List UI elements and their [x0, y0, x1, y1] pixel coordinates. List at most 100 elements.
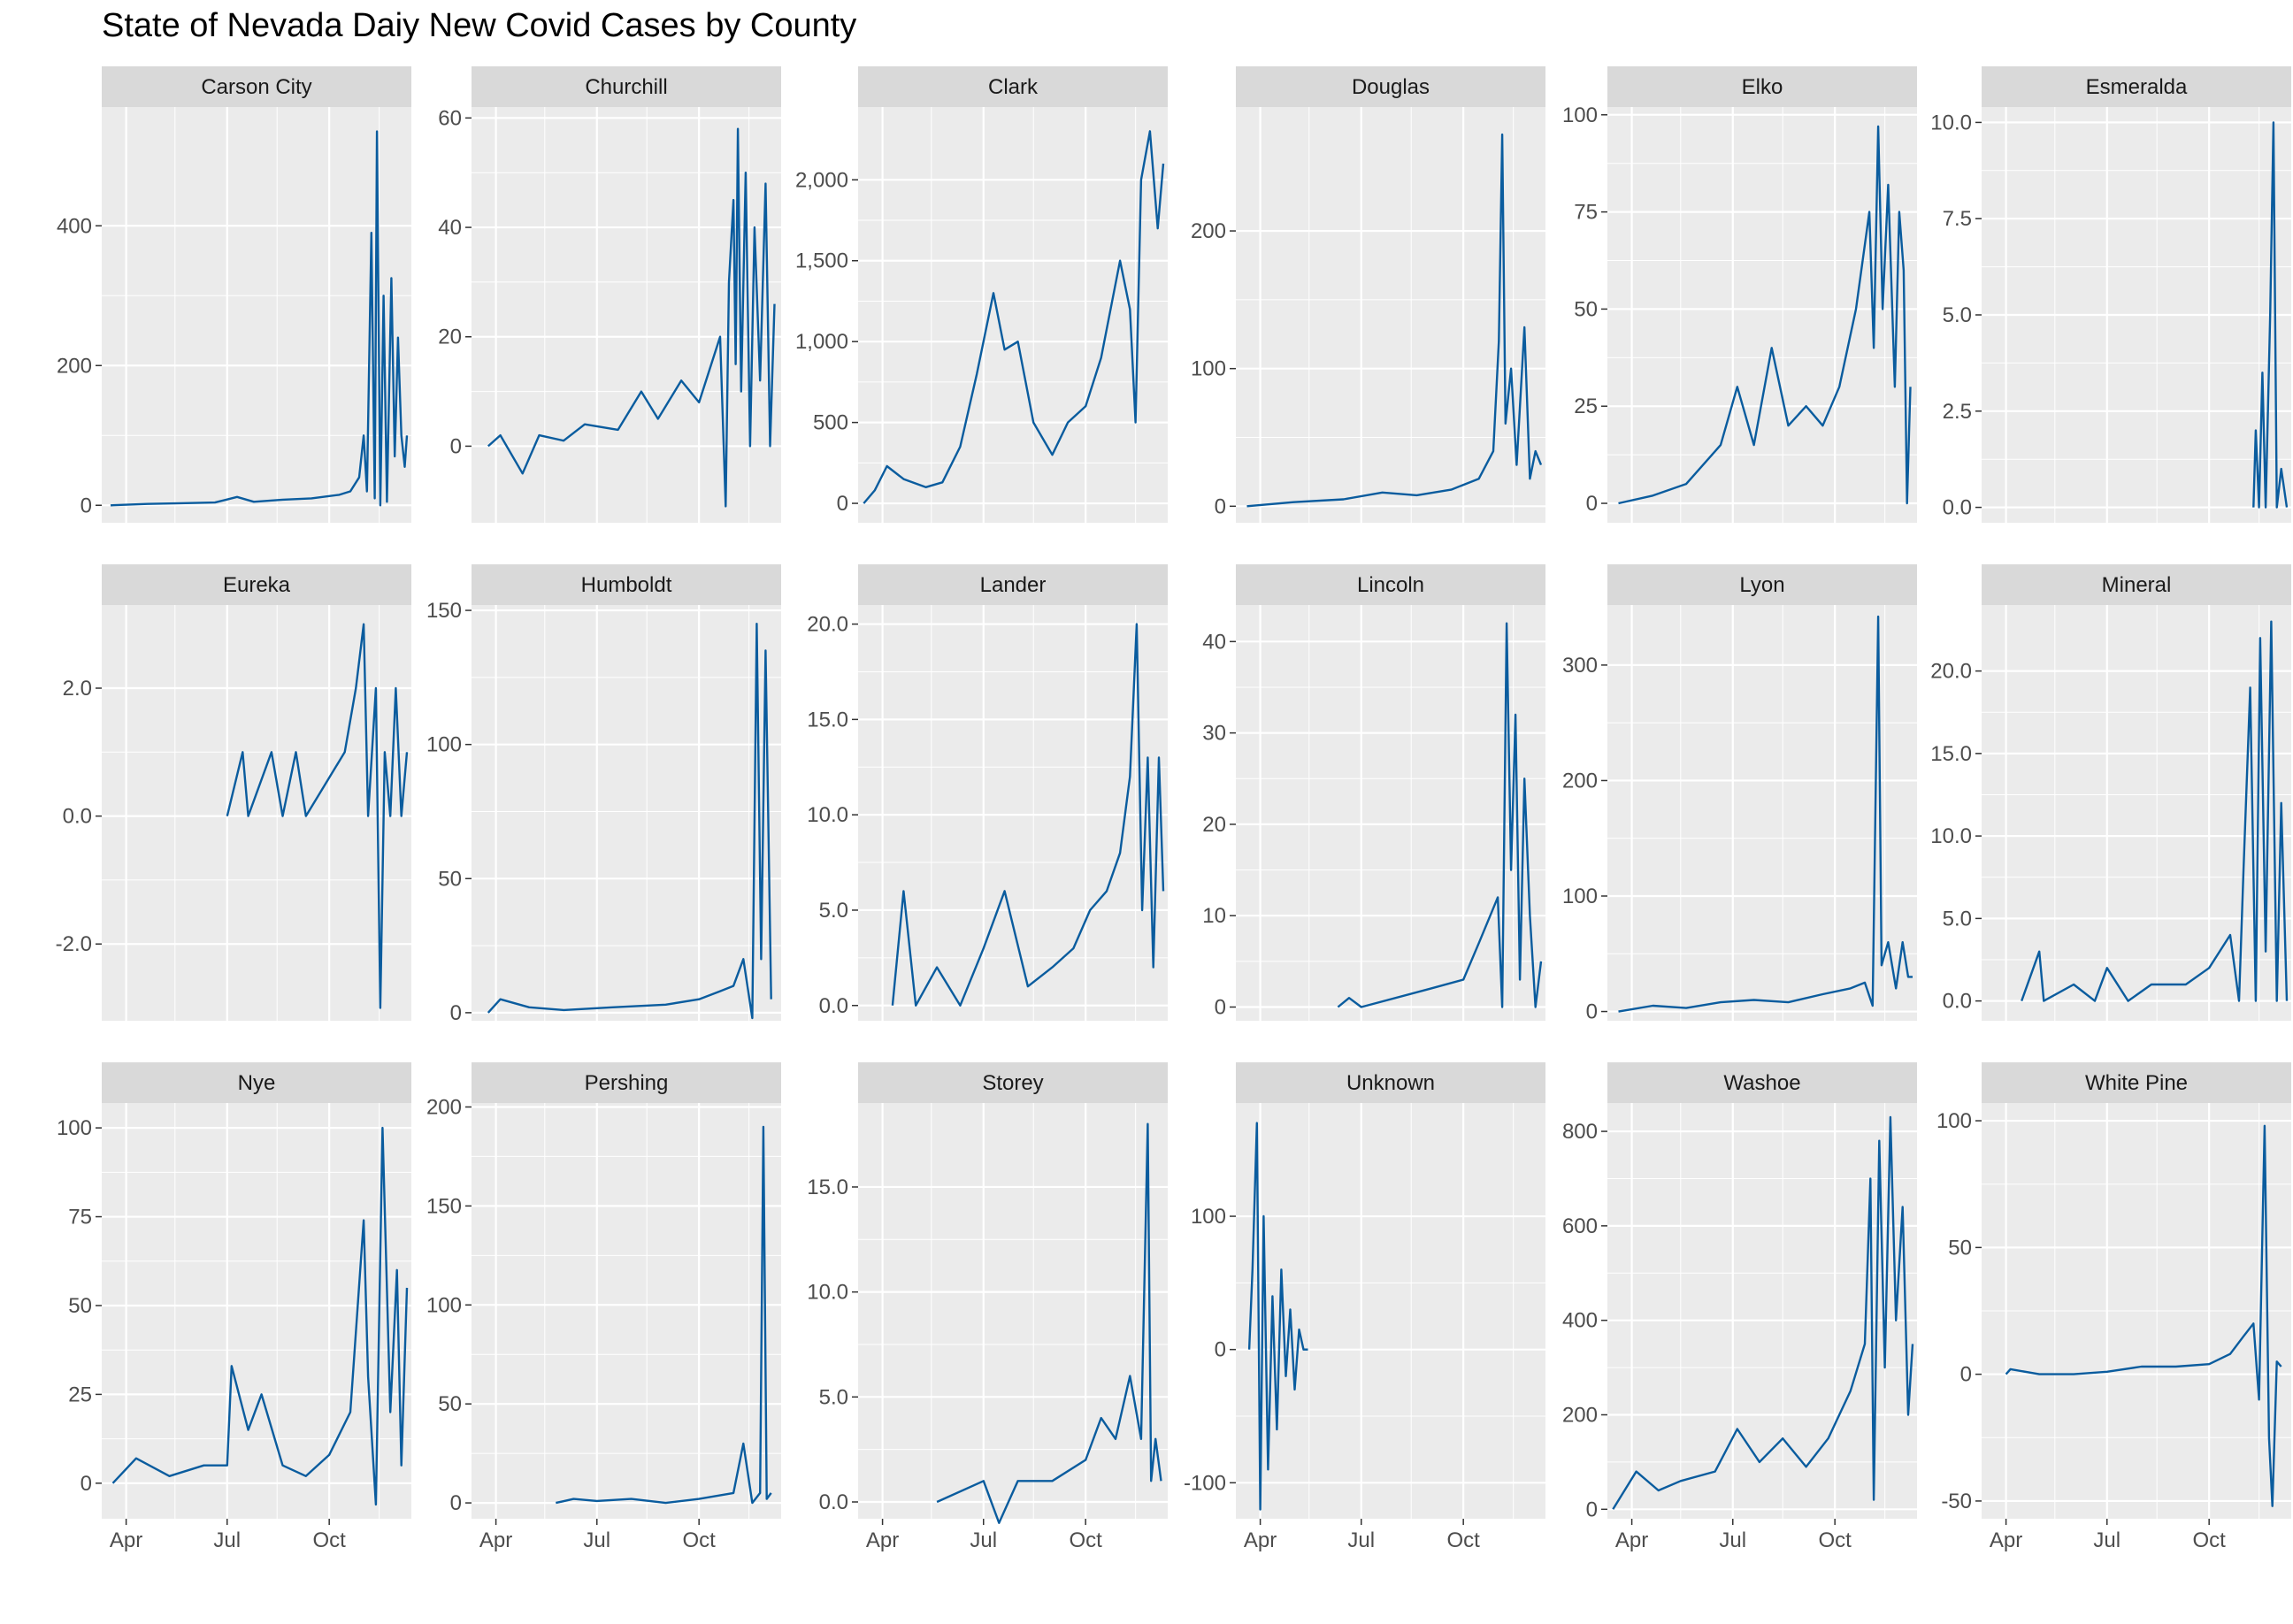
facet-label: Elko: [1742, 75, 1783, 99]
y-tick-label: 50: [1948, 1236, 1972, 1260]
series-line-storey: [936, 1122, 1162, 1524]
series-line-lyon: [1618, 615, 1913, 1013]
panel-humboldt: Humboldt 0 50 100 150: [426, 564, 781, 1025]
facet-label: Lander: [980, 573, 1047, 597]
series-line-churchill: [487, 127, 776, 508]
panel-esmeralda: Esmeralda 0.0 2.5 5.0 7.5 10.0: [1930, 66, 2291, 523]
facet-label: Lincoln: [1357, 573, 1424, 597]
y-tick-label: 400: [57, 214, 92, 238]
y-tick-label: 10.0: [1930, 824, 1972, 848]
facet-label: Clark: [988, 75, 1039, 99]
panel-clark: Clark 0 500 1,000 1,500 2,000: [795, 66, 1168, 523]
panel-background: [858, 107, 1168, 523]
y-tick-label: 60: [438, 106, 462, 130]
panel-lincoln: Lincoln 0 10 20 30 40: [1202, 564, 1545, 1021]
x-tick-label: Jul: [213, 1528, 241, 1552]
y-tick-label: 50: [68, 1294, 92, 1318]
series-line-carson-city: [110, 130, 409, 507]
series-line-mineral: [2021, 620, 2289, 1002]
series-line-humboldt: [487, 623, 772, 1020]
y-tick-label: 0: [1586, 1000, 1598, 1024]
y-tick-label: 15.0: [807, 708, 848, 732]
y-tick-label: 40: [1202, 630, 1226, 654]
facet-strip: [1982, 1062, 2291, 1103]
facet-label: Washoe: [1723, 1071, 1800, 1095]
x-tick-label: Jul: [1719, 1528, 1746, 1552]
facet-strip: [1236, 1062, 1545, 1103]
x-tick-label: Apr: [1615, 1528, 1648, 1552]
y-tick-label: 200: [1562, 769, 1598, 793]
x-tick-label: Jul: [2093, 1528, 2120, 1552]
panel-background: [1607, 605, 1917, 1021]
y-tick-label: 600: [1562, 1214, 1598, 1238]
y-tick-label: 20.0: [1930, 660, 1972, 684]
panel-background: [1607, 1103, 1917, 1519]
panel-background: [472, 107, 781, 523]
y-tick-label: 100: [1936, 1109, 1972, 1133]
panel-background: [858, 605, 1168, 1021]
y-tick-label: 10.0: [807, 803, 848, 827]
facet-label: Pershing: [585, 1071, 669, 1095]
y-tick-label: 20.0: [807, 613, 848, 637]
y-tick-label: 0.0: [1943, 496, 1972, 520]
y-tick-label: 25: [1574, 395, 1598, 418]
x-tick-label: Apr: [479, 1528, 512, 1552]
facet-strip: [858, 66, 1168, 107]
x-tick-label: Jul: [1347, 1528, 1375, 1552]
y-tick-label: 0: [81, 1472, 92, 1496]
x-tick-label: Jul: [970, 1528, 997, 1552]
series-line-esmeralda: [2252, 121, 2289, 509]
x-tick-label: Apr: [1244, 1528, 1277, 1552]
panel-douglas: Douglas 0 100 200: [1191, 66, 1545, 523]
panel-lyon: Lyon 0 100 200 300: [1562, 564, 1917, 1024]
y-tick-label: 0.0: [63, 805, 92, 829]
facet-label: Mineral: [2102, 573, 2172, 597]
y-tick-label: 300: [1562, 654, 1598, 678]
y-tick-label: 5.0: [819, 1385, 848, 1409]
panel-carson-city: Carson City 0 200 400: [57, 66, 411, 523]
panel-pershing: Pershing 0 50 100 150 200 Apr Jul Oct: [426, 1062, 781, 1552]
y-tick-label: 500: [813, 411, 848, 435]
series-line-clark: [863, 130, 1165, 504]
y-tick-label: 0.0: [1943, 990, 1972, 1014]
series-line-eureka: [226, 623, 409, 1009]
y-tick-label: 100: [426, 733, 462, 757]
series-line-nye: [111, 1126, 409, 1506]
x-tick-label: Oct: [1446, 1528, 1480, 1552]
facet-strip: [102, 66, 411, 107]
x-tick-label: Oct: [1069, 1528, 1102, 1552]
y-tick-label: 2.0: [63, 677, 92, 701]
panel-background: [102, 605, 411, 1021]
y-tick-label: 2.5: [1943, 400, 1972, 424]
y-tick-label: 15.0: [1930, 742, 1972, 766]
panel-background: [1982, 605, 2291, 1021]
facet-label: Douglas: [1352, 75, 1430, 99]
y-tick-label: 0: [837, 492, 848, 516]
y-tick-label: 100: [426, 1293, 462, 1317]
panel-eureka: Eureka -2.0 0.0 2.0: [56, 564, 411, 1021]
facet-label: Lyon: [1739, 573, 1784, 597]
panel-unknown: Unknown -100 0 100 Apr Jul Oct: [1184, 1062, 1545, 1552]
y-tick-label: 2,000: [795, 168, 848, 192]
y-tick-label: -2.0: [56, 932, 92, 956]
y-tick-label: 10.0: [807, 1281, 848, 1305]
facet-strip: [858, 1062, 1168, 1103]
y-tick-label: -50: [1941, 1490, 1972, 1513]
y-tick-label: 25: [68, 1383, 92, 1406]
facet-label: Carson City: [201, 75, 311, 99]
panel-washoe: Washoe 0 200 400 600 800 Apr Jul Oct: [1562, 1062, 1917, 1552]
facet-strip: [472, 1062, 781, 1103]
facet-label: Churchill: [585, 75, 667, 99]
panel-background: [102, 1103, 411, 1519]
y-tick-label: 50: [1574, 297, 1598, 321]
panel-background: [1236, 107, 1545, 523]
panel-white-pine: White Pine -50 0 50 100 Apr Jul Oct: [1936, 1062, 2291, 1552]
panel-background: [472, 1103, 781, 1519]
x-tick-label: Apr: [1990, 1528, 2022, 1552]
y-tick-label: 0: [450, 434, 462, 458]
y-tick-label: 200: [57, 354, 92, 378]
y-tick-label: 5.0: [819, 899, 848, 923]
x-tick-label: Oct: [2192, 1528, 2226, 1552]
y-tick-label: 5.0: [1943, 907, 1972, 931]
